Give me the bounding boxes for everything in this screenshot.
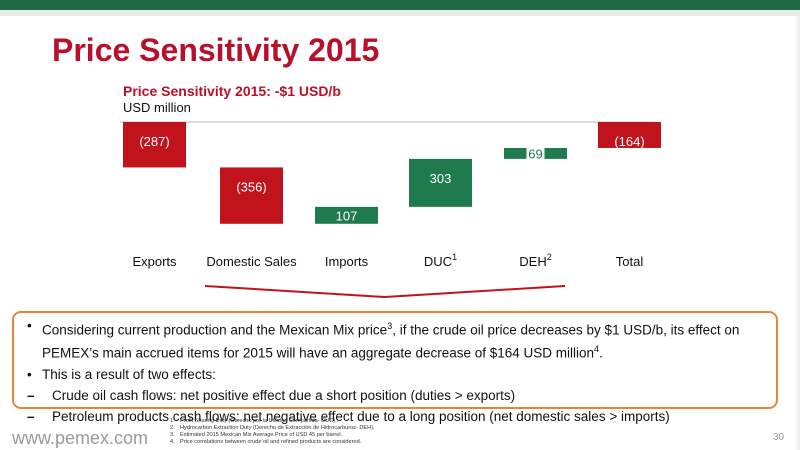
bracket-line xyxy=(204,285,566,299)
waterfall-chart: (287) (356) 107 303 69 (164) Exports Domestic … xyxy=(120,121,661,299)
value-label: (356) xyxy=(236,179,266,194)
top-green-band xyxy=(0,0,800,10)
footnote: 2. Hydrocarbon Extraction Duty (Derecho d… xyxy=(170,425,375,431)
dash-marker: – xyxy=(27,409,35,424)
website-url[interactable]: www.pemex.com xyxy=(12,428,149,448)
waterfall-bar xyxy=(315,206,378,224)
summary-box xyxy=(12,311,778,409)
category-label: DEH2 xyxy=(519,252,551,269)
footnote: 1. Profit Sharing Duty (Derecho por la Ut… xyxy=(170,418,337,424)
page-number: 30 xyxy=(773,432,785,443)
value-label: 107 xyxy=(336,208,358,223)
category-label: Domestic Sales xyxy=(206,254,297,269)
page-title: Price Sensitivity 2015 xyxy=(52,32,380,68)
value-label: 69 xyxy=(528,146,542,161)
waterfall-bar xyxy=(220,167,283,224)
value-label: 303 xyxy=(430,171,452,186)
top-light-band xyxy=(0,10,800,16)
bullet-2: • This is a result of two effects: xyxy=(27,366,772,384)
category-label: DUC1 xyxy=(424,252,457,269)
category-label: Imports xyxy=(325,254,369,269)
bullet-1-sup-b: 4 xyxy=(594,343,600,354)
bullet-1-sup-a: 3 xyxy=(387,321,393,331)
bullet-1: • Considering current production and the… xyxy=(27,317,772,362)
chart-unit-label: USD million xyxy=(123,100,191,115)
right-edge-shadow xyxy=(794,16,800,450)
bullet-dot: • xyxy=(27,318,32,333)
value-label: (164) xyxy=(614,134,644,149)
footnotes: 1. Profit Sharing Duty (Derecho por la Ut… xyxy=(170,418,375,446)
footnote: 3. Estimated 2015 Mexican Mix Average Pri… xyxy=(170,432,343,438)
bullet-1-text-b: , if the crude oil price decreases by $1… xyxy=(42,322,740,361)
waterfall-bar xyxy=(598,122,661,148)
summary-bullets: • Considering current production and the… xyxy=(27,317,772,426)
waterfall-bar xyxy=(123,122,186,168)
chart-bars: (287) (356) 107 303 69 (164) xyxy=(123,122,661,224)
value-label-background xyxy=(526,145,545,161)
value-label: (287) xyxy=(139,134,169,149)
chart-category-labels: Exports Domestic Sales Imports DUC1 DEH2 Tota… xyxy=(132,252,643,269)
chart-title: Price Sensitivity 2015: -$1 USD/b xyxy=(123,83,341,99)
sub-bullet-2: – Petroleum products cash flows: net neg… xyxy=(27,408,772,426)
dash-marker: – xyxy=(27,388,35,403)
waterfall-bar xyxy=(409,158,472,207)
footnote: 4. Price correlations between crude oil a… xyxy=(170,439,362,445)
bullet-1-text-a: Considering current production and the M… xyxy=(42,322,388,338)
bullet-dot: • xyxy=(27,367,32,382)
sub-bullet-2-text: Petroleum products cash flows: net negat… xyxy=(52,409,670,424)
bullet-1-text-c: . xyxy=(599,345,603,360)
sub-bullet-1-text: Crude oil cash flows: net positive effec… xyxy=(52,388,516,403)
category-label: Exports xyxy=(132,254,177,269)
sub-bullet-1: – Crude oil cash flows: net positive eff… xyxy=(27,387,772,405)
bullet-2-text: This is a result of two effects: xyxy=(42,367,216,382)
category-label: Total xyxy=(616,254,644,269)
